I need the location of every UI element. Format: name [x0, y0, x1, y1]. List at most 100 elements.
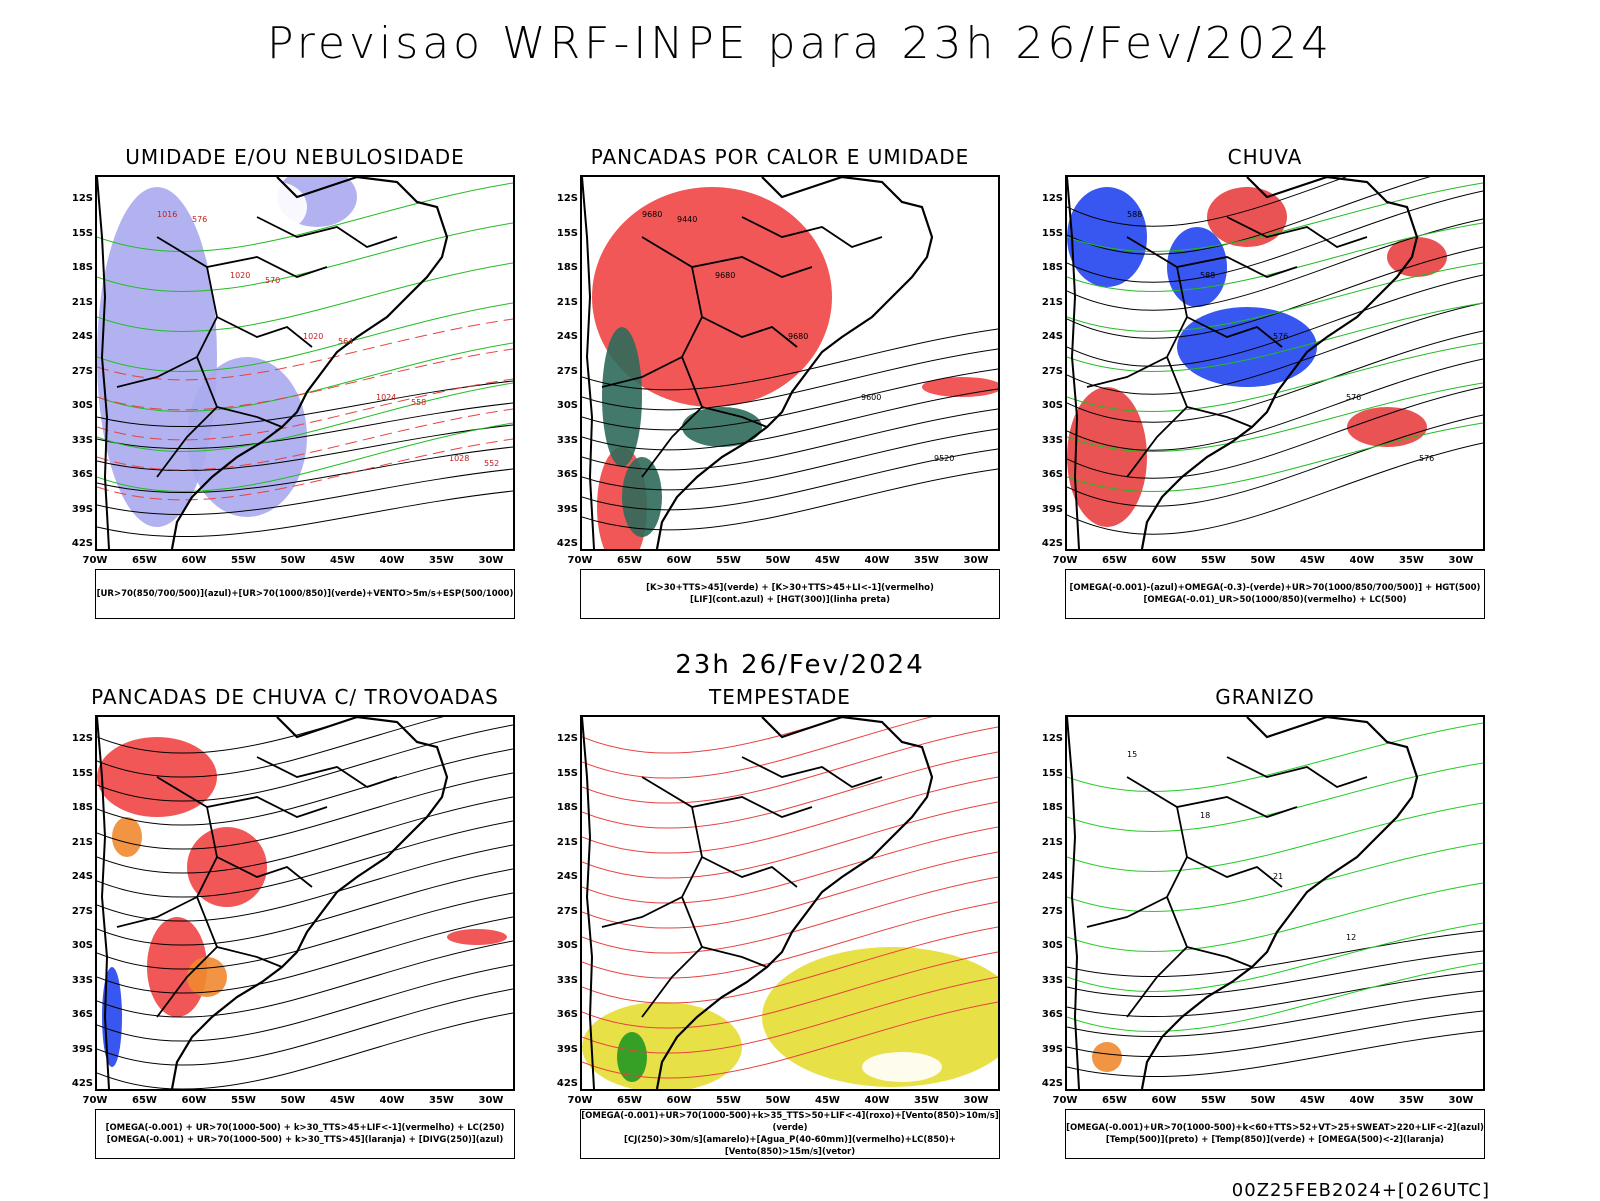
lon-tick-label: 60W	[1151, 1095, 1177, 1106]
isoline	[1067, 182, 1483, 252]
lon-tick-label: 45W	[1300, 1095, 1325, 1106]
lat-tick-label: 36S	[1041, 1009, 1063, 1020]
lat-tick-label: 42S	[1041, 538, 1063, 549]
lon-tick-label: 45W	[330, 555, 355, 566]
rain-red-area	[1387, 237, 1447, 277]
map-frame	[95, 715, 515, 1091]
legend-line: [OMEGA(-0.01)_UR>50(1000/850)(vermelho) …	[1143, 595, 1407, 605]
country-border	[1166, 896, 1253, 968]
isoline	[1067, 274, 1483, 367]
lat-tick-label: 33S	[1041, 434, 1063, 446]
lat-tick-label: 24S	[1041, 331, 1063, 342]
contour-label: 12	[1346, 933, 1356, 942]
isoline	[1067, 177, 1347, 227]
map-svg	[582, 717, 998, 1089]
lat-tick-label: 24S	[556, 331, 578, 342]
lon-tick-label: 35W	[914, 555, 939, 566]
isoline	[97, 940, 513, 1018]
lat-tick-label: 21S	[1041, 296, 1063, 308]
rain-red-area	[1067, 387, 1147, 527]
contour-label: 576	[1273, 332, 1288, 341]
panel-umidade: UMIDADE E/OU NEBULOSIDADE 12S 15S 18S 21S 24S…	[65, 145, 525, 625]
lon-tick-label: 55W	[716, 1095, 741, 1106]
legend-line: [K>30+TTS>45](verde) + [K>30+TTS>45+LI<-…	[646, 583, 934, 593]
lat-tick-label: 18S	[556, 802, 578, 813]
west-coastline	[97, 177, 110, 549]
lon-tick-label: 30W	[963, 555, 989, 566]
lon-tick-label: 50W	[280, 1095, 306, 1106]
isoline	[582, 926, 998, 1004]
lat-tick-label: 12S	[1041, 733, 1063, 744]
lat-tick-label: 18S	[1041, 262, 1063, 273]
isoline	[97, 868, 513, 946]
map-svg: 15 18 21 12	[1067, 717, 1483, 1089]
isoline	[1067, 358, 1483, 451]
lat-tick-label: 12S	[556, 193, 578, 204]
country-border	[196, 896, 283, 968]
map-svg: 9680 9680 9680 9600 9520 9440	[582, 177, 998, 549]
humidity-blue-area	[187, 357, 307, 517]
isoline	[1067, 922, 1483, 992]
isoline	[1067, 414, 1483, 507]
lat-tick-label: 27S	[1041, 905, 1063, 917]
contour-label: 564	[338, 337, 353, 346]
lon-tick-label: 70W	[82, 555, 108, 566]
shower-red-area	[187, 827, 267, 907]
lat-tick-label: 33S	[71, 434, 93, 446]
country-border	[156, 406, 218, 478]
lon-tick-label: 55W	[716, 555, 741, 566]
lon-tick-label: 60W	[181, 555, 207, 566]
lon-tick-label: 65W	[132, 1095, 157, 1106]
isoline	[1067, 442, 1483, 535]
lon-tick-label: 40W	[1349, 1095, 1375, 1106]
country-border	[1126, 236, 1298, 278]
isoline	[1067, 970, 1483, 1018]
lat-tick-label: 30S	[71, 400, 93, 411]
rain-red-area	[1207, 187, 1287, 247]
lat-tick-label: 39S	[556, 1043, 578, 1055]
isoline	[582, 348, 998, 411]
west-coastline	[97, 717, 110, 1089]
lat-tick-label: 39S	[1041, 1043, 1063, 1055]
panel-title: PANCADAS DE CHUVA C/ TROVOADAS	[91, 685, 499, 709]
isoline	[97, 446, 513, 494]
isoline	[97, 342, 513, 412]
lon-tick-label: 55W	[231, 1095, 256, 1106]
panel-title: PANCADAS POR CALOR E UMIDADE	[590, 145, 970, 169]
isoline	[1067, 950, 1483, 998]
rain-blue-area	[1177, 307, 1317, 387]
isoline	[97, 490, 513, 538]
lat-tick-label: 30S	[1041, 400, 1063, 411]
contour-label: 9600	[861, 393, 881, 402]
panel-pancadas-calor: PANCADAS POR CALOR E UMIDADE 12S 15S 18S 21S…	[550, 145, 1010, 625]
contour-label: 576	[1346, 393, 1361, 402]
isoline	[582, 801, 998, 879]
lat-tick-label: 18S	[71, 802, 93, 813]
lon-tick-label: 60W	[666, 555, 692, 566]
lat-tick-label: 18S	[71, 262, 93, 273]
lat-tick-label: 42S	[556, 1078, 578, 1089]
rain-red-area	[1347, 407, 1427, 447]
lat-tick-label: 33S	[71, 974, 93, 986]
lat-tick-label: 18S	[556, 262, 578, 273]
lon-tick-label: 70W	[567, 1095, 593, 1106]
contour-label: 21	[1273, 872, 1283, 881]
west-coastline	[1067, 177, 1080, 549]
isoline	[1067, 722, 1483, 792]
isoline	[97, 382, 513, 452]
country-border	[681, 356, 768, 428]
coastline	[170, 717, 449, 1089]
lat-tick-label: 15S	[1041, 227, 1063, 239]
map-svg	[97, 717, 513, 1089]
isoline	[97, 468, 513, 516]
isoline	[582, 328, 998, 391]
lon-tick-label: 50W	[280, 555, 306, 566]
lon-tick-label: 45W	[815, 1095, 840, 1106]
lon-tick-label: 65W	[617, 1095, 642, 1106]
isoline	[97, 892, 513, 970]
country-border	[1186, 316, 1283, 348]
lon-tick-label: 50W	[765, 555, 791, 566]
contour-label: 18	[1200, 811, 1210, 820]
isoline	[1067, 962, 1483, 1032]
isoline	[97, 182, 513, 252]
